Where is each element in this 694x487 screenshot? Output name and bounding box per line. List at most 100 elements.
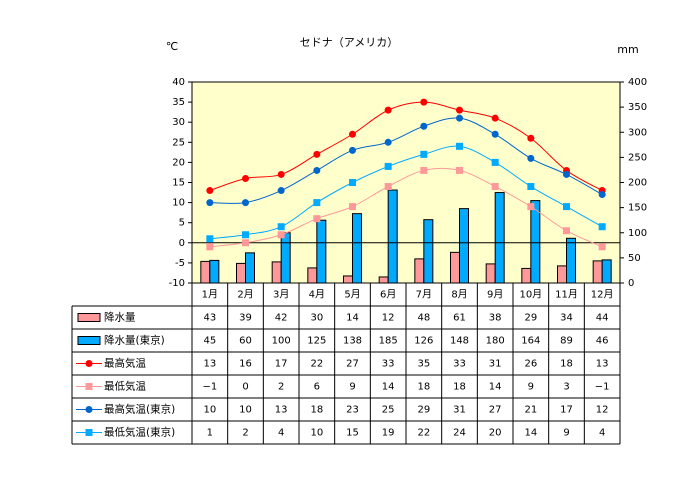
bar-precip	[521, 267, 532, 284]
legend-label: 最高気温	[104, 357, 146, 370]
table-cell-value: 23	[346, 405, 359, 416]
legend-key-marker	[85, 383, 93, 390]
table-cell-value: 100	[272, 336, 291, 347]
table-cell-value: 10	[310, 428, 323, 439]
bar-precip-tokyo	[459, 208, 469, 284]
table-cell-value: 138	[343, 336, 362, 347]
point-max-temp-tokyo	[491, 130, 499, 138]
y-left-tick-label: 0	[179, 238, 185, 249]
x-category-label: 11月	[555, 289, 578, 301]
point-min-temp	[349, 203, 356, 211]
table-cell-value: 29	[417, 405, 430, 416]
table-cell-value: 6	[314, 382, 320, 393]
point-max-temp-tokyo	[527, 154, 535, 162]
table-cell-value: 13	[596, 359, 609, 370]
legend-label: 降水量	[104, 311, 136, 324]
x-category-label: 5月	[344, 289, 360, 301]
point-min-temp	[384, 183, 392, 191]
table-cell-value: 164	[521, 336, 540, 347]
legend-label: 最高気温(東京)	[104, 403, 175, 416]
y-left-unit: ℃	[166, 40, 178, 53]
y-left-tick-label: 30	[172, 117, 185, 128]
bar-precip	[450, 251, 460, 284]
x-category-label: 12月	[591, 289, 614, 301]
table-cell-value: 22	[310, 359, 323, 370]
plot-area	[192, 82, 620, 283]
table-cell-value: 31	[453, 405, 466, 416]
table-cell-value: 9	[349, 382, 355, 393]
table-cell-value: 18	[417, 382, 430, 393]
legend-key-marker	[85, 406, 93, 413]
point-max-temp	[277, 170, 285, 178]
y-left-tick-label: 25	[172, 137, 185, 148]
point-max-temp	[456, 106, 463, 114]
table-cell-value: 126	[414, 336, 433, 347]
bar-precip-tokyo	[387, 189, 398, 284]
point-min-temp	[242, 239, 249, 247]
table-cell-value: 3	[563, 382, 569, 393]
table-cell-value: 10	[203, 405, 216, 416]
bar-precip-tokyo	[530, 200, 541, 284]
point-max-temp-tokyo	[563, 170, 570, 178]
table-cell-value: 19	[382, 428, 395, 439]
x-category-label: 10月	[519, 289, 542, 301]
point-min-temp-tokyo	[563, 203, 570, 211]
point-max-temp-tokyo	[420, 122, 428, 130]
y-right-tick-label: 350	[628, 102, 647, 113]
table-cell-value: 16	[239, 359, 252, 370]
x-category-label: 8月	[451, 289, 467, 301]
point-min-temp	[420, 166, 428, 174]
bar-precip	[200, 260, 211, 284]
table-cell-value: 42	[275, 313, 288, 324]
point-min-temp-tokyo	[527, 183, 535, 191]
table-cell-value: 180	[486, 336, 505, 347]
point-max-temp-tokyo	[456, 114, 463, 122]
y-right-tick-label: 200	[628, 178, 647, 189]
bar-precip	[343, 275, 353, 284]
table-cell-value: 10	[239, 405, 252, 416]
table-cell-value: 22	[417, 428, 430, 439]
point-min-temp-tokyo	[384, 162, 392, 170]
table-cell-value: 13	[275, 405, 288, 416]
legend-key-bar	[77, 336, 101, 345]
point-min-temp	[491, 183, 499, 191]
x-category-label: 6月	[380, 289, 396, 301]
point-max-temp-tokyo	[349, 146, 356, 154]
bar-precip-tokyo	[316, 219, 327, 284]
table-cell-value: 0	[242, 382, 248, 393]
y-left-tick-label: 10	[172, 198, 185, 209]
bar-precip-tokyo	[245, 252, 255, 284]
point-max-temp	[384, 106, 392, 114]
legend-label: 降水量(東京)	[104, 334, 165, 347]
point-max-temp-tokyo	[598, 191, 606, 199]
y-right-tick-label: 50	[628, 253, 641, 264]
point-min-temp-tokyo	[313, 199, 321, 207]
table-cell-value: 30	[310, 313, 323, 324]
table-cell-value: 48	[417, 313, 430, 324]
point-max-temp	[206, 187, 214, 195]
table-cell-value: 27	[346, 359, 359, 370]
table-cell-value: 89	[560, 336, 573, 347]
table-cell-value: 148	[450, 336, 469, 347]
table-cell-value: 29	[524, 313, 537, 324]
table-cell-value: 26	[524, 359, 537, 370]
point-max-temp	[313, 150, 321, 158]
point-max-temp-tokyo	[206, 199, 214, 207]
table-cell-value: 46	[596, 336, 609, 347]
point-max-temp	[527, 134, 535, 142]
point-min-temp-tokyo	[242, 231, 249, 239]
table-cell-value: 18	[560, 359, 573, 370]
table-cell-value: 125	[307, 336, 326, 347]
bar-precip	[557, 265, 567, 284]
table-cell-value: 14	[524, 428, 537, 439]
point-min-temp-tokyo	[349, 179, 356, 186]
y-left-tick-label: -5	[175, 258, 185, 269]
point-min-temp-tokyo	[420, 150, 428, 158]
table-cell-value: 21	[524, 405, 537, 416]
table-cell-value: 1	[207, 428, 213, 439]
table-cell-value: 14	[489, 382, 502, 393]
y-left-tick-label: 20	[172, 157, 185, 168]
table-cell-value: 15	[346, 428, 359, 439]
bar-precip-tokyo	[494, 192, 505, 284]
